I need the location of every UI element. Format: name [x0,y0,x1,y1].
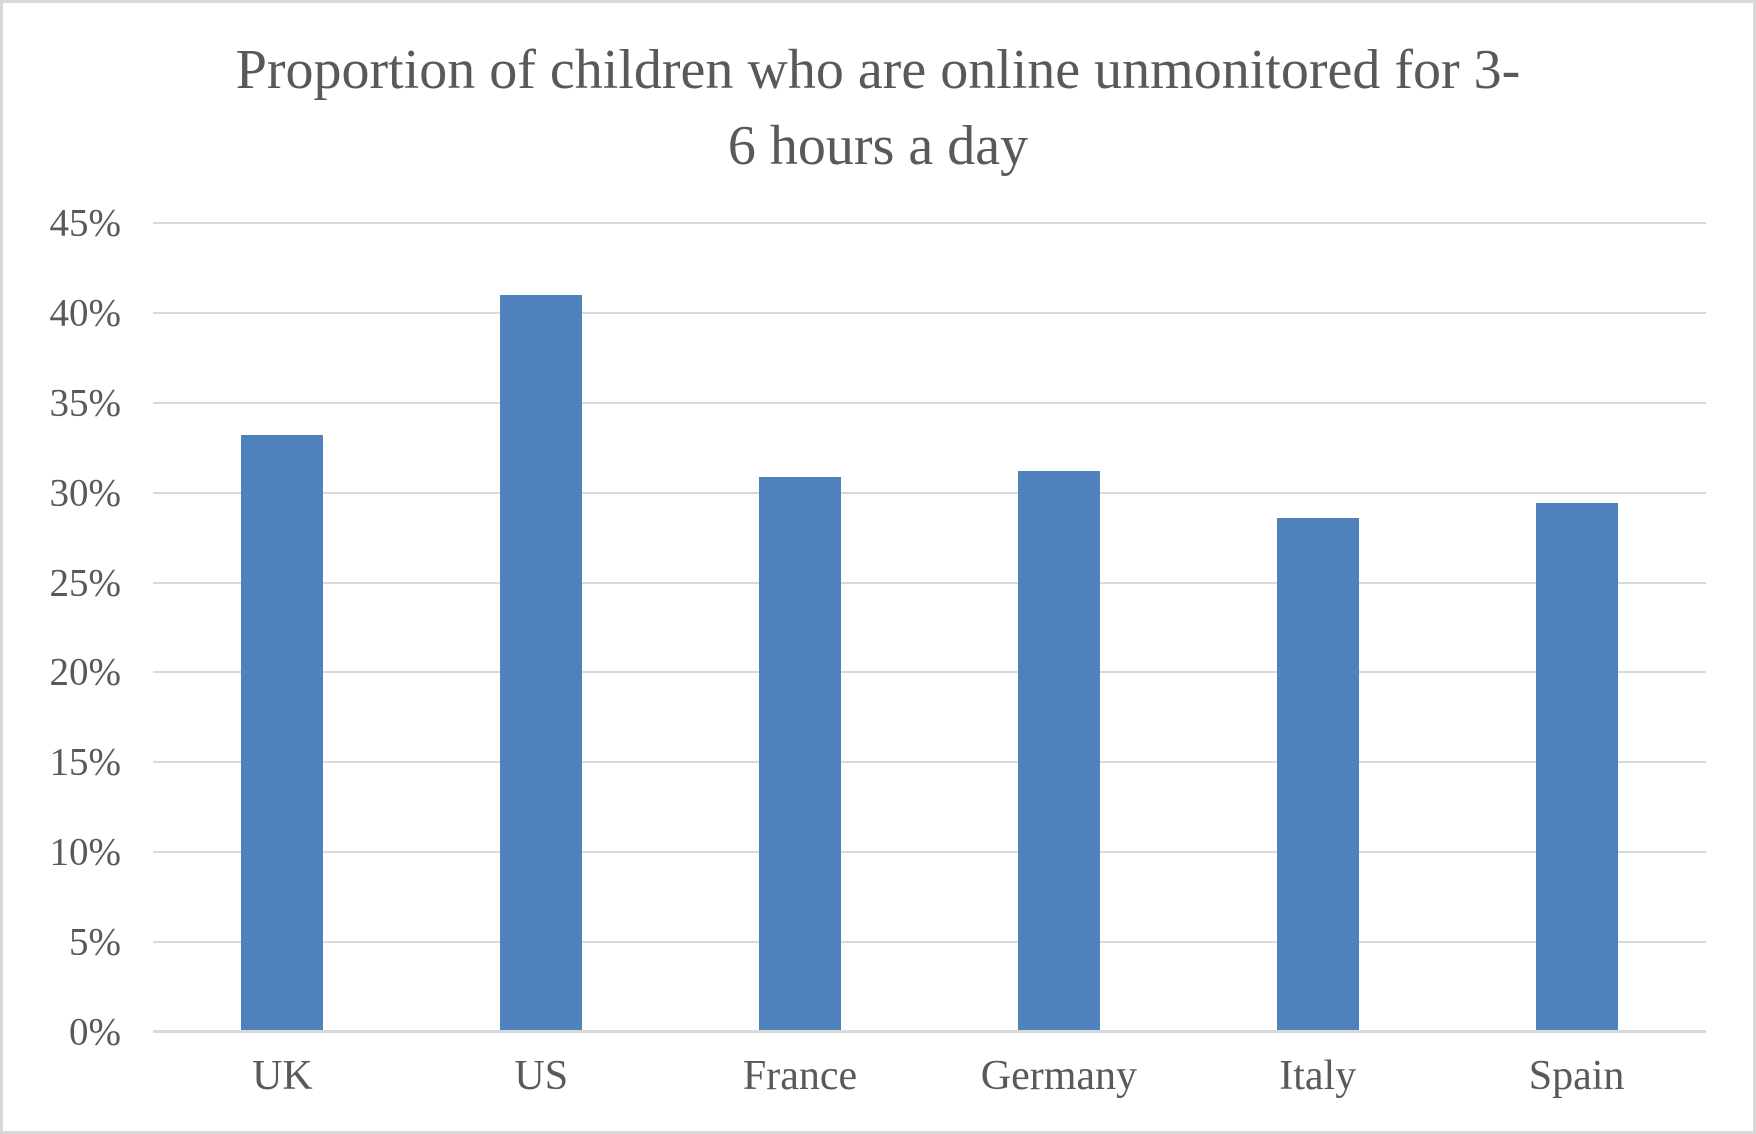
x-axis-line [153,1030,1706,1033]
y-tick-label-10: 10% [49,830,122,874]
bar-spain [1535,503,1618,1032]
bar-cell-france [671,223,930,1032]
bar-cell-germany [929,223,1188,1032]
bar-germany [1017,471,1100,1032]
bar-cell-uk [153,223,412,1032]
gridline-25 [153,581,1706,584]
gridline-30 [153,491,1706,494]
bar-cell-italy [1188,223,1447,1032]
y-tick-label-0: 0% [69,1010,121,1054]
x-tick-label-germany: Germany [980,1053,1138,1099]
bar-layer [153,223,1706,1032]
y-tick-label-45: 45% [49,201,122,245]
gridline-35 [153,401,1706,404]
gridline-5 [153,941,1706,944]
y-tick-label-35: 35% [49,381,122,425]
x-tick-label-spain: Spain [1528,1053,1625,1099]
bar-uk [241,435,324,1032]
plot-area: 0% 5% 10% 15% 20% 25% 30% 35% 40% 45% [50,202,1706,1054]
bar-us [500,294,583,1032]
y-tick-label-20: 20% [49,650,122,694]
x-tick-label-uk: UK [252,1053,313,1099]
bar-cell-spain [1447,223,1706,1032]
gridline-40 [153,311,1706,314]
y-tick-label-40: 40% [49,291,122,335]
chart-title: Proportion of children who are online un… [235,39,1521,177]
y-tick-label-5: 5% [69,920,121,964]
bar-france [759,476,842,1032]
bar-italy [1276,517,1359,1032]
gridline-layer [153,222,1706,1033]
y-axis-labels: 0% 5% 10% 15% 20% 25% 30% 35% 40% 45% [3,202,122,1054]
y-tick-label-15: 15% [49,740,122,784]
gridline-45 [153,222,1706,224]
gridline-15 [153,761,1706,764]
gridline-20 [153,671,1706,674]
x-tick-label-italy: Italy [1279,1053,1357,1099]
bar-cell-us [412,223,671,1032]
x-tick-label-us: US [514,1053,569,1099]
y-tick-label-30: 30% [49,471,122,515]
x-tick-label-france: France [742,1053,858,1099]
gridline-10 [153,851,1706,854]
y-tick-label-25: 25% [49,561,122,605]
x-axis-labels: UK US France Germany Italy Spain [153,1052,1706,1100]
